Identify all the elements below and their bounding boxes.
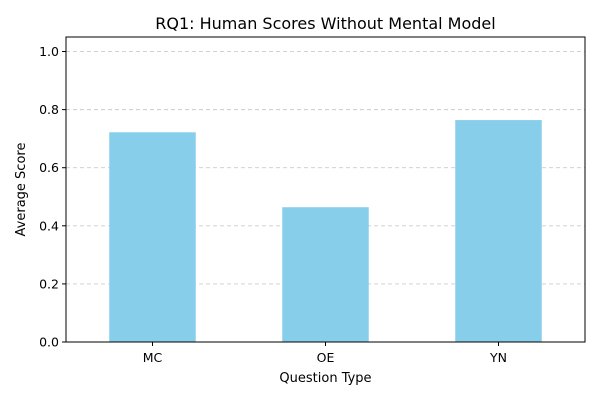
x-tick-label: OE bbox=[317, 350, 335, 365]
y-tick-label: 1.0 bbox=[39, 44, 59, 59]
y-tick-label: 0.0 bbox=[39, 335, 59, 350]
bar-yn bbox=[455, 120, 542, 342]
x-axis-ticks: MC OE YN bbox=[143, 342, 507, 365]
x-tick-label: YN bbox=[489, 350, 507, 365]
y-axis-ticks: 0.0 0.2 0.4 0.6 0.8 1.0 bbox=[39, 44, 66, 350]
x-axis-label: Question Type bbox=[279, 371, 371, 386]
y-tick-label: 0.6 bbox=[39, 160, 59, 175]
y-tick-label: 0.2 bbox=[39, 276, 59, 291]
bar-oe bbox=[282, 207, 369, 342]
y-axis-label: Average Score bbox=[14, 143, 29, 237]
chart-title: RQ1: Human Scores Without Mental Model bbox=[155, 14, 495, 33]
y-tick-label: 0.4 bbox=[39, 218, 59, 233]
x-tick-label: MC bbox=[143, 350, 163, 365]
bar-mc bbox=[109, 132, 196, 342]
bar-layer bbox=[109, 120, 542, 342]
y-tick-label: 0.8 bbox=[39, 102, 59, 117]
